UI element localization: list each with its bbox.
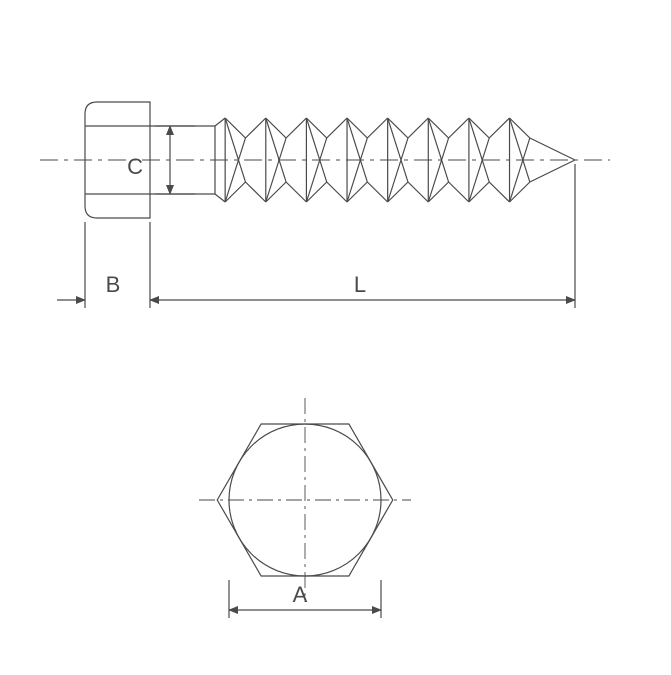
dim-label-b: B (106, 272, 121, 297)
dim-label-a: A (293, 582, 308, 607)
screw-technical-drawing: C B L A (0, 0, 671, 670)
dim-label-l: L (354, 272, 366, 297)
dim-label-c: C (127, 154, 143, 179)
